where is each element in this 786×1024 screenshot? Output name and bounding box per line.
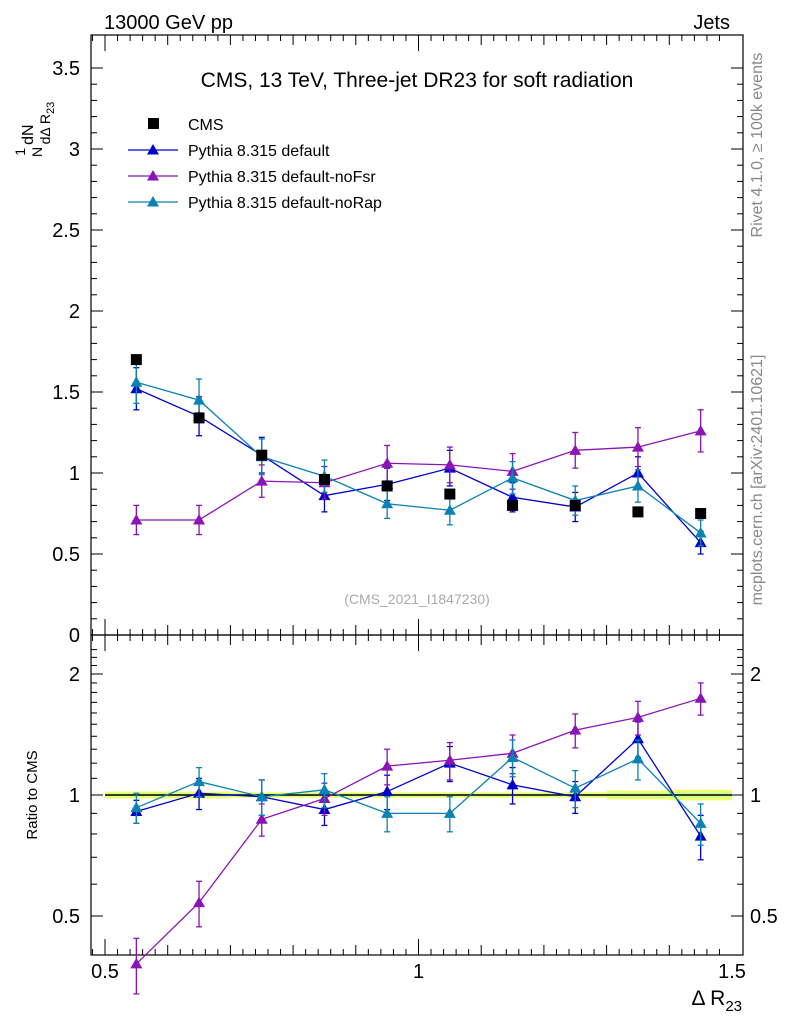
- ratio-point-pythia-8-315-default: [381, 785, 394, 797]
- legend-label-pythia-8-315-default: Pythia 8.315 default: [188, 143, 330, 160]
- main-y-tick-label: 1.5: [52, 382, 80, 404]
- svg-text:1NdNdΔ R23: 1NdNdΔ R23: [12, 102, 57, 157]
- ratio-point-pythia-8-315-default-norap: [694, 817, 707, 828]
- main-point-pythia-8-315-default-nofsr: [569, 444, 582, 455]
- ratio-x-tick-label: 1: [413, 961, 424, 983]
- main-point-pythia-8-315-default-norap: [631, 479, 644, 491]
- main-point-cms: [256, 449, 268, 461]
- ratio-series-layer: [130, 682, 707, 995]
- ratio-y-axis-label: Ratio to CMS: [24, 750, 41, 839]
- watermark: (CMS_2021_I1847230): [344, 591, 490, 607]
- main-series-layer: [130, 354, 707, 555]
- main-point-pythia-8-315-default-norap: [506, 471, 519, 483]
- ratio-y-tick-label: 0.5: [52, 906, 80, 928]
- main-line-pythia-8-315-default: [136, 388, 702, 544]
- main-line-pythia-8-315-default-norap: [136, 381, 702, 534]
- ratio-point-pythia-8-315-default-norap: [193, 775, 206, 787]
- main-y-axis: 0 0.5 1 1.5 2 2.5 3 3.5: [52, 58, 743, 647]
- legend-label-pythia-8-315-default-nofsr: Pythia 8.315 default-noFsr: [188, 169, 376, 186]
- main-x-ticks: [91, 35, 720, 635]
- main-point-pythia-8-315-default-nofsr: [255, 475, 268, 486]
- main-point-cms: [318, 473, 330, 485]
- ratio-point-pythia-8-315-default-norap: [130, 801, 143, 813]
- main-y-tick-label: 3.5: [52, 58, 80, 80]
- main-point-pythia-8-315-default-nofsr: [130, 513, 143, 525]
- ratio-point-pythia-8-315-default-norap: [631, 752, 644, 764]
- main-y-tick-label: 2.5: [52, 220, 80, 242]
- main-y-axis-label: 1NdNdΔ R23: [12, 102, 57, 157]
- main-point-cms: [381, 480, 393, 492]
- ratio-point-pythia-8-315-default-norap: [443, 807, 456, 818]
- legend-marker-pythia-8-315-default-norap: [147, 196, 159, 207]
- main-point-pythia-8-315-default-nofsr: [631, 441, 644, 452]
- legend-label-cms: CMS: [188, 117, 224, 134]
- ratio-point-pythia-8-315-default-nofsr: [631, 711, 644, 722]
- ratio-point-pythia-8-315-default-norap: [506, 751, 519, 762]
- ratio-point-pythia-8-315-default-nofsr: [255, 813, 268, 824]
- ratio-y-axis: 0.5 0.5 1 1 2 2: [52, 649, 778, 928]
- main-y-tick-label: 0.5: [52, 544, 80, 566]
- legend-marker-cms: [148, 118, 159, 129]
- main-point-pythia-8-315-default-norap: [381, 497, 394, 509]
- energy-label: 13000 GeV pp: [104, 12, 233, 34]
- svg-text:Δ R23: Δ R23: [691, 987, 742, 1015]
- ratio-line-pythia-8-315-default-norap: [136, 756, 702, 824]
- main-point-cms: [193, 412, 205, 424]
- ratio-point-pythia-8-315-default-nofsr: [381, 760, 394, 771]
- ratio-y-tick-label-right: 1: [750, 785, 761, 807]
- ratio-y-tick-label: 1: [69, 785, 80, 807]
- category-label: Jets: [693, 12, 730, 34]
- main-line-pythia-8-315-default-nofsr: [136, 430, 701, 521]
- main-point-cms: [632, 506, 644, 518]
- ratio-y-tick-label-right: 2: [750, 664, 761, 686]
- ratio-point-pythia-8-315-default-nofsr: [193, 896, 206, 908]
- main-point-pythia-8-315-default-nofsr: [694, 424, 707, 436]
- main-y-tick-label: 0: [69, 625, 80, 647]
- main-y-tick-label: 3: [69, 139, 80, 161]
- main-point-pythia-8-315-default-norap: [193, 394, 206, 405]
- main-y-tick-label: 1: [69, 463, 80, 485]
- ratio-y-tick-label-right: 0.5: [750, 906, 778, 928]
- main-point-cms: [695, 508, 707, 519]
- main-point-pythia-8-315-default-nofsr: [443, 458, 456, 470]
- ratio-y-tick-label: 2: [69, 664, 80, 686]
- main-point-cms: [507, 499, 519, 511]
- ratio-point-pythia-8-315-default-nofsr: [569, 724, 582, 735]
- ratio-x-tick-label: 0.5: [91, 961, 119, 983]
- ratio-point-pythia-8-315-default: [506, 778, 519, 790]
- main-point-cms: [569, 499, 581, 511]
- ratio-point-pythia-8-315-default-norap: [381, 807, 394, 818]
- main-point-pythia-8-315-default-norap: [694, 526, 707, 538]
- main-point-pythia-8-315-default: [506, 491, 519, 502]
- legend-marker-pythia-8-315-default-nofsr: [147, 170, 159, 181]
- ratio-x-tick-label: 1.5: [718, 961, 746, 983]
- legend-label-pythia-8-315-default-norap: Pythia 8.315 default-noRap: [188, 195, 382, 212]
- ratio-point-pythia-8-315-default-norap: [255, 790, 268, 802]
- main-point-pythia-8-315-default-nofsr: [381, 457, 394, 468]
- ratio-point-pythia-8-315-default-nofsr: [694, 692, 707, 703]
- rivet-label: Rivet 4.1.0, ≥ 100k events: [749, 53, 766, 238]
- ratio-point-pythia-8-315-default-nofsr: [443, 754, 456, 765]
- ratio-x-axis: 0.5 1 1.5: [91, 635, 746, 983]
- main-point-pythia-8-315-default-norap: [130, 376, 143, 387]
- main-y-tick-label: 2: [69, 301, 80, 323]
- main-point-cms: [130, 354, 142, 366]
- x-axis-label: Δ R23: [691, 987, 742, 1015]
- legend: CMS Pythia 8.315 default Pythia 8.315 defa…: [128, 117, 382, 212]
- main-point-pythia-8-315-default-nofsr: [193, 513, 206, 525]
- chart-title: CMS, 13 TeV, Three-jet DR23 for soft rad…: [201, 69, 634, 92]
- ratio-point-pythia-8-315-default-nofsr: [130, 957, 143, 969]
- mcplots-label: mcplots.cern.ch [arXiv:2401.10621]: [749, 355, 766, 606]
- ratio-line-pythia-8-315-default-nofsr: [135, 697, 701, 965]
- main-point-pythia-8-315-default-norap: [443, 504, 456, 515]
- main-point-cms: [444, 488, 456, 500]
- ratio-point-pythia-8-315-default-norap: [318, 783, 331, 795]
- ratio-line-pythia-8-315-default: [136, 737, 702, 837]
- legend-marker-pythia-8-315-default: [147, 144, 159, 155]
- ratio-point-pythia-8-315-default-norap: [569, 782, 582, 793]
